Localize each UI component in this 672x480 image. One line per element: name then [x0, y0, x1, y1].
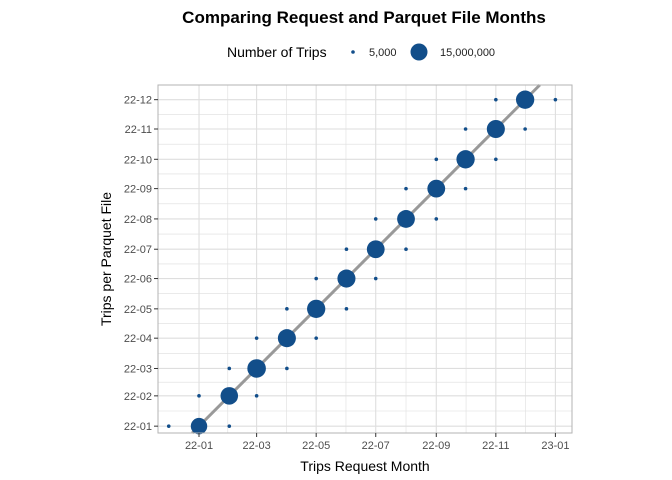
scatter-point — [373, 217, 378, 221]
scatter-point — [373, 276, 378, 281]
scatter-point — [285, 307, 289, 311]
legend-key-large — [410, 43, 428, 61]
y-tick-label: 22-01 — [124, 421, 152, 433]
scatter-point — [337, 269, 356, 288]
scatter-point — [515, 90, 535, 109]
y-tick-label: 22-11 — [125, 124, 152, 136]
x-tick-label: 22-07 — [362, 440, 390, 452]
scatter-point — [486, 119, 505, 139]
scatter-point — [197, 394, 201, 398]
x-tick-label: 22-09 — [422, 440, 450, 452]
scatter-point — [277, 329, 296, 348]
scatter-point — [523, 127, 527, 131]
legend-label-large: 15,000,000 — [440, 47, 495, 59]
scatter-point — [463, 127, 468, 131]
x-tick-label: 22-11 — [482, 440, 509, 452]
legend-title: Number of Trips — [227, 44, 327, 60]
scatter-point — [434, 217, 439, 221]
scatter-point — [366, 240, 385, 259]
plot-border — [157, 84, 573, 434]
x-tick-label: 23-01 — [541, 440, 569, 452]
scatter-point — [220, 387, 239, 405]
scatter-point — [434, 157, 439, 162]
y-tick-label: 22-06 — [124, 274, 152, 286]
scatter-point — [404, 186, 408, 191]
y-tick-label: 22-09 — [124, 184, 152, 196]
y-axis: 22-01 22-02 22-03 22-04 22-05 22-06 22-07 22-08… — [124, 95, 158, 433]
scatter-point — [314, 336, 318, 340]
points-layer — [166, 90, 558, 435]
legend: Number of Trips 5,000 15,000,000 — [227, 43, 495, 61]
x-axis-title: Trips Request Month — [300, 458, 429, 474]
chart-title: Comparing Request and Parquet File Month… — [182, 8, 546, 27]
scatter-point — [553, 97, 558, 102]
scatter-point — [344, 307, 349, 311]
scatter-point — [227, 366, 232, 371]
scatter-point — [344, 247, 349, 252]
scatter-point — [397, 210, 415, 228]
x-tick-label: 22-05 — [302, 440, 330, 452]
scatter-point — [166, 424, 171, 428]
x-axis: 22-01 22-03 22-05 22-07 22-09 22-11 23-01 — [185, 433, 569, 452]
scatter-point — [307, 299, 326, 319]
scatter-point — [427, 179, 446, 198]
scatter-point — [247, 359, 266, 378]
x-tick-label: 22-03 — [243, 440, 271, 452]
scatter-point — [190, 417, 208, 435]
legend-label-small: 5,000 — [369, 47, 397, 59]
scatter-point — [227, 424, 232, 428]
y-tick-label: 22-08 — [124, 214, 152, 226]
y-axis-title: Trips per Parquet File — [98, 192, 114, 326]
y-tick-label: 22-12 — [124, 95, 152, 107]
y-tick-label: 22-07 — [124, 244, 152, 256]
x-tick-label: 22-01 — [185, 440, 213, 452]
y-tick-label: 22-05 — [124, 304, 152, 316]
y-tick-label: 22-02 — [124, 391, 152, 403]
legend-key-small — [351, 50, 355, 54]
y-tick-label: 22-03 — [124, 363, 152, 375]
scatter-point — [494, 157, 498, 162]
scatter-point — [254, 336, 259, 340]
scatter-point — [314, 276, 318, 281]
scatter-point — [494, 97, 498, 102]
scatter-point — [285, 366, 289, 371]
y-tick-label: 22-10 — [124, 154, 152, 166]
scatter-point — [254, 394, 259, 398]
scatter-point — [463, 186, 468, 191]
scatter-point — [404, 247, 408, 252]
scatter-point — [456, 150, 475, 169]
y-tick-label: 22-04 — [124, 333, 152, 345]
